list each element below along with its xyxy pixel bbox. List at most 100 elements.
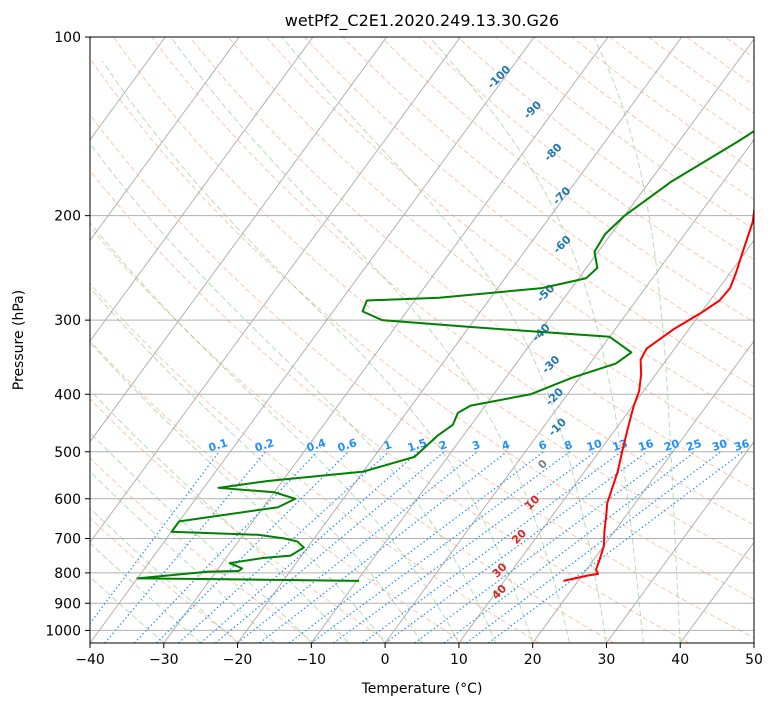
moist-adiabat	[170, 37, 571, 643]
x-tick-label: 40	[671, 652, 689, 668]
dry-adiabat	[90, 57, 754, 600]
mixing-ratio-label: 36	[733, 437, 752, 454]
dry-adiabat	[90, 169, 690, 643]
y-tick-label: 1000	[45, 623, 81, 639]
dry-adiabat	[151, 37, 754, 526]
isotherm	[606, 440, 754, 643]
dry-adiabat	[90, 340, 465, 643]
mixing-ratio-label: 4	[500, 438, 512, 453]
mixing-ratio-line	[133, 451, 318, 643]
y-axis-label: Pressure (hPa)	[11, 290, 27, 390]
mixing-ratio-label: 0.4	[305, 436, 328, 454]
y-tick-label: 700	[54, 532, 81, 548]
isotherm	[90, 37, 166, 141]
mixing-ratio-line	[414, 451, 674, 643]
x-tick-label: −30	[149, 652, 179, 668]
dry-adiabat	[112, 37, 754, 563]
mixing-ratio-label: 30	[710, 437, 729, 454]
mixing-ratio-label: 2	[437, 438, 448, 453]
dry-adiabat	[90, 457, 316, 643]
y-axis: 100 200 300 400 500 600 700 800 900 1000	[45, 30, 90, 639]
dewpoint-profile-line	[136, 129, 754, 582]
isotherm	[90, 37, 314, 342]
mixing-ratio-label: 1	[382, 438, 393, 453]
moist-adiabat	[593, 37, 681, 643]
y-tick-label: 500	[54, 445, 81, 461]
mixing-ratio-line	[310, 451, 570, 643]
moist-adiabat	[90, 470, 275, 643]
temperature-profile-line	[563, 204, 754, 582]
mixing-ratio-label: 0.6	[336, 436, 359, 454]
mixing-ratio-label: 10	[585, 437, 604, 454]
moist-adiabat	[90, 286, 423, 643]
x-tick-label: −10	[297, 652, 327, 668]
x-tick-label: 0	[381, 652, 390, 668]
x-axis: −40 −30 −20 −10 0 10 20 30 40 50	[75, 643, 763, 668]
isotherm	[532, 340, 754, 643]
background-lines	[90, 37, 754, 643]
mixing-ratio-label: 25	[685, 437, 704, 454]
moist-adiabat	[429, 37, 644, 643]
profile-series	[136, 129, 754, 582]
moist-adiabat	[281, 37, 607, 643]
y-tick-label: 800	[54, 566, 81, 582]
isotherm	[163, 37, 609, 643]
y-tick-label: 400	[54, 387, 81, 403]
y-tick-label: 600	[54, 492, 81, 508]
moist-adiabat	[90, 507, 238, 643]
mixing-ratio-line	[215, 451, 445, 643]
moist-adiabat	[90, 431, 312, 643]
dry-adiabat	[380, 37, 754, 323]
plot-background	[90, 37, 754, 643]
plot-frame	[89, 36, 755, 644]
moist-adiabat	[90, 576, 165, 643]
dry-adiabat	[342, 37, 754, 355]
mixing-ratio-line	[200, 451, 419, 643]
x-tick-label: −20	[223, 652, 253, 668]
mixing-ratio-label: 8	[563, 438, 574, 453]
mixing-ratio-label: 0.1	[207, 436, 230, 454]
dry-adiabat	[304, 37, 754, 388]
isotherm	[753, 642, 754, 643]
mixing-ratio-line	[465, 451, 722, 643]
dry-adiabat	[90, 398, 391, 643]
dry-adiabat	[90, 517, 241, 643]
isotherm	[237, 37, 683, 643]
mixing-ratio-line	[259, 451, 508, 643]
mixing-ratio-line	[488, 451, 744, 643]
isotherm	[90, 37, 535, 643]
mixing-ratio-line	[237, 451, 478, 643]
mixing-ratio-line	[155, 451, 349, 643]
x-axis-label: Temperature (°C)	[361, 681, 483, 697]
isotherm	[310, 38, 754, 643]
y-tick-label: 900	[54, 596, 81, 612]
moist-adiabat	[90, 389, 349, 643]
x-tick-label: −40	[75, 652, 105, 668]
y-tick-label: 100	[54, 30, 81, 46]
isotherm	[458, 239, 754, 643]
isotherm	[90, 37, 388, 443]
mixing-ratio-label: 6	[537, 438, 549, 453]
dry-adiabat	[90, 226, 615, 643]
isotherm	[90, 37, 240, 242]
moist-adiabat	[90, 542, 202, 643]
y-tick-label: 300	[54, 313, 81, 329]
mixing-ratio-line	[178, 451, 390, 643]
moist-adiabat	[102, 61, 534, 643]
chart-title: wetPf2_C2E1.2020.249.13.30.G26	[285, 11, 559, 31]
moist-adiabat	[90, 341, 386, 643]
mixing-ratio-label: 3	[471, 438, 482, 453]
mixing-ratio-line	[443, 451, 696, 643]
x-tick-label: 30	[598, 652, 616, 668]
x-tick-label: 50	[745, 652, 763, 668]
mixing-ratio-line	[288, 451, 545, 643]
isotherm	[384, 138, 754, 643]
dry-adiabat	[227, 37, 754, 455]
y-tick-label: 200	[54, 209, 81, 225]
mixing-ratio-label: 0.2	[253, 436, 276, 454]
moist-adiabat	[90, 142, 497, 643]
mixing-ratio-line	[362, 451, 622, 643]
mixing-ratio-label: 20	[662, 437, 681, 454]
dry-adiabat	[90, 282, 540, 643]
